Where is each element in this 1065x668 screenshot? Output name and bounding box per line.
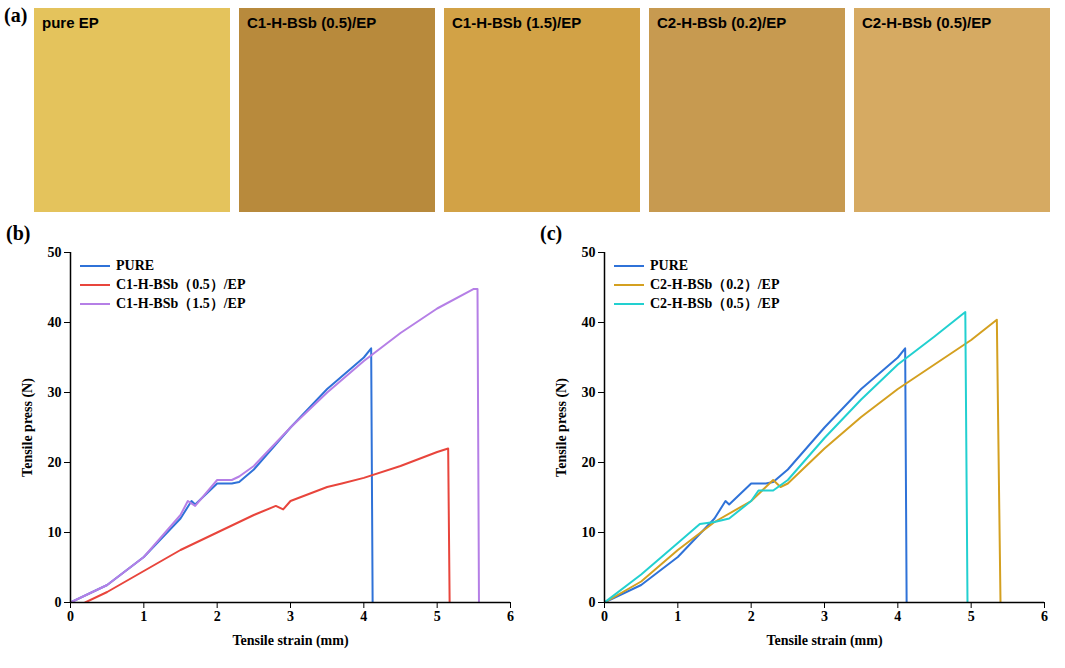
svg-text:0: 0 (55, 595, 62, 610)
html-text:pure EP: pure EP (42, 14, 99, 31)
html-text:C1-H-BSb (0.5)/EP: C1-H-BSb (0.5)/EP (247, 14, 377, 31)
svg-text:Tensile press (N): Tensile press (N) (554, 378, 570, 477)
html-text:C1-H-BSb (1.5)/EP: C1-H-BSb (1.5)/EP (452, 14, 582, 31)
html-text:PURE: PURE (650, 258, 689, 273)
svg-text:4: 4 (360, 609, 367, 624)
html-text:(c): (c) (540, 222, 563, 244)
html-text:C1-H-BSb（0.5）/EP: C1-H-BSb（0.5）/EP (116, 277, 246, 292)
html-text:(b): (b) (6, 222, 31, 244)
svg-text:50: 50 (582, 245, 596, 260)
svg-text:20: 20 (48, 455, 62, 470)
html-text:C2-H-BSb (0.5)/EP: C2-H-BSb (0.5)/EP (862, 14, 992, 31)
svg-text:1: 1 (674, 609, 681, 624)
html-text:(a): (a) (4, 4, 28, 26)
svg-text:4: 4 (894, 609, 901, 624)
svg-text:50: 50 (48, 245, 62, 260)
svg-text:0: 0 (601, 609, 608, 624)
svg-text:2: 2 (214, 609, 221, 624)
svg-text:Tensile strain (mm): Tensile strain (mm) (232, 633, 348, 649)
html-text:C2-H-BSb（0.2）/EP: C2-H-BSb（0.2）/EP (650, 277, 780, 292)
html-text:C1-H-BSb（1.5）/EP: C1-H-BSb（1.5）/EP (116, 296, 246, 311)
svg-text:Tensile strain (mm): Tensile strain (mm) (766, 633, 882, 649)
html-text:C2-H-BSb（0.5）/EP: C2-H-BSb（0.5）/EP (650, 296, 780, 311)
svg-text:Tensile press (N): Tensile press (N) (20, 378, 36, 477)
svg-text:6: 6 (1041, 609, 1048, 624)
svg-text:30: 30 (48, 385, 62, 400)
html-text:PURE: PURE (116, 258, 155, 273)
svg-text:2: 2 (748, 609, 755, 624)
svg-text:30: 30 (582, 385, 596, 400)
svg-text:0: 0 (589, 595, 596, 610)
svg-text:0: 0 (67, 609, 74, 624)
html-text:C2-H-BSb (0.2)/EP: C2-H-BSb (0.2)/EP (657, 14, 787, 31)
svg-text:3: 3 (287, 609, 294, 624)
svg-text:6: 6 (507, 609, 514, 624)
svg-text:10: 10 (582, 525, 596, 540)
svg-text:5: 5 (968, 609, 975, 624)
svg-text:3: 3 (821, 609, 828, 624)
svg-text:40: 40 (582, 315, 596, 330)
svg-text:10: 10 (48, 525, 62, 540)
svg-text:5: 5 (434, 609, 441, 624)
svg-text:40: 40 (48, 315, 62, 330)
svg-text:20: 20 (582, 455, 596, 470)
svg-text:1: 1 (140, 609, 147, 624)
